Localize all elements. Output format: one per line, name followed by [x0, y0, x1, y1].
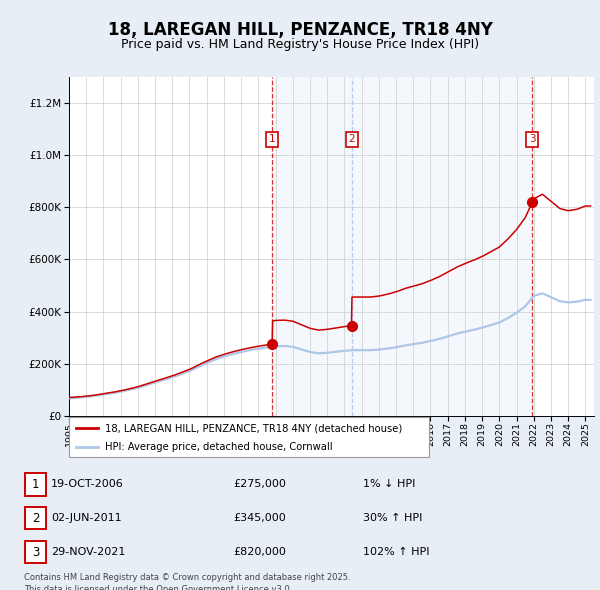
FancyBboxPatch shape — [69, 417, 429, 457]
Text: 18, LAREGAN HILL, PENZANCE, TR18 4NY (detached house): 18, LAREGAN HILL, PENZANCE, TR18 4NY (de… — [105, 424, 402, 434]
Text: 1: 1 — [269, 135, 275, 145]
FancyBboxPatch shape — [25, 541, 46, 563]
Text: Price paid vs. HM Land Registry's House Price Index (HPI): Price paid vs. HM Land Registry's House … — [121, 38, 479, 51]
Text: 19-OCT-2006: 19-OCT-2006 — [51, 480, 124, 489]
Bar — [352, 77, 532, 416]
Text: 30% ↑ HPI: 30% ↑ HPI — [363, 513, 422, 523]
Text: 18, LAREGAN HILL, PENZANCE, TR18 4NY: 18, LAREGAN HILL, PENZANCE, TR18 4NY — [107, 21, 493, 39]
Text: £820,000: £820,000 — [233, 548, 286, 557]
Text: 1% ↓ HPI: 1% ↓ HPI — [363, 480, 415, 489]
Bar — [272, 77, 352, 416]
FancyBboxPatch shape — [25, 507, 46, 529]
Text: 3: 3 — [529, 135, 536, 145]
Text: 3: 3 — [32, 546, 39, 559]
Text: HPI: Average price, detached house, Cornwall: HPI: Average price, detached house, Corn… — [105, 442, 332, 452]
Text: 29-NOV-2021: 29-NOV-2021 — [51, 548, 125, 557]
Text: 102% ↑ HPI: 102% ↑ HPI — [363, 548, 430, 557]
Text: 2: 2 — [32, 512, 39, 525]
Text: £275,000: £275,000 — [233, 480, 286, 489]
FancyBboxPatch shape — [25, 473, 46, 496]
Text: 02-JUN-2011: 02-JUN-2011 — [51, 513, 122, 523]
Text: 2: 2 — [349, 135, 355, 145]
Text: 1: 1 — [32, 478, 39, 491]
Text: £345,000: £345,000 — [233, 513, 286, 523]
Text: Contains HM Land Registry data © Crown copyright and database right 2025.
This d: Contains HM Land Registry data © Crown c… — [24, 573, 350, 590]
